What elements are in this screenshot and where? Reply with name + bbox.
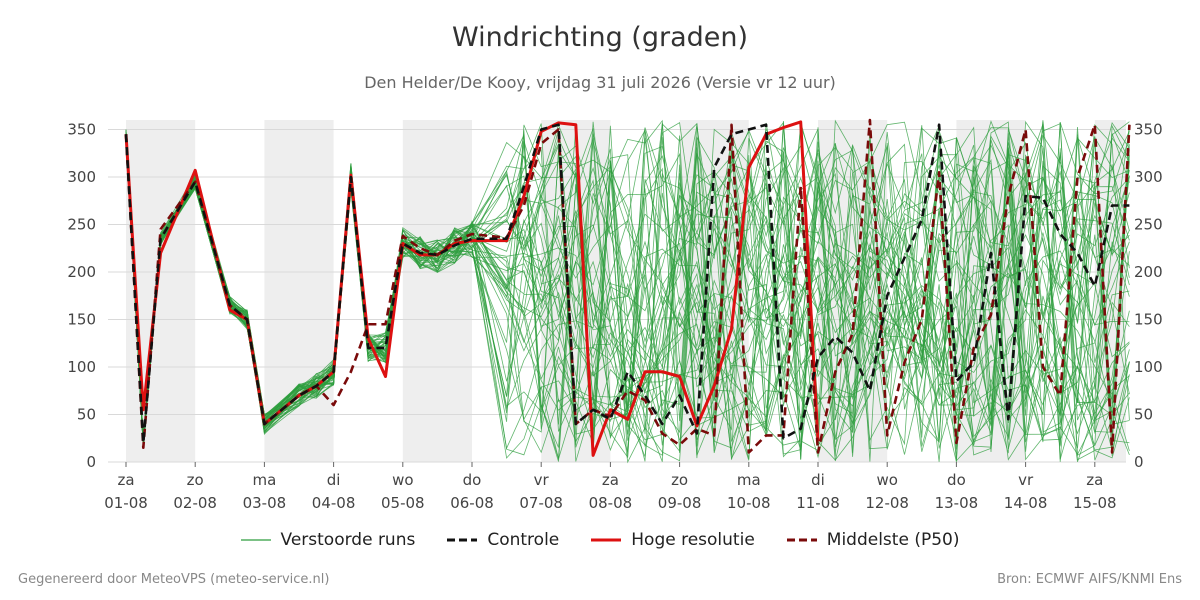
- legend-label-perturbed: Verstoorde runs: [280, 530, 416, 550]
- x-tick-day: zo: [187, 471, 204, 489]
- y-tick-label-right: 150: [1134, 311, 1163, 329]
- footer-source: Bron: ECMWF AIFS/KNMI Ens: [997, 572, 1182, 587]
- x-tick-day: ma: [252, 471, 276, 489]
- x-tick-day: za: [602, 471, 619, 489]
- legend-item-perturbed: Verstoorde runs: [240, 530, 416, 550]
- x-tick-date: 01-08: [104, 494, 148, 512]
- legend-item-control: Controle: [447, 530, 559, 550]
- x-tick-date: 08-08: [589, 494, 633, 512]
- legend: Verstoorde runs Controle Hoge resolutie …: [0, 530, 1200, 550]
- day-shade: [402, 120, 472, 462]
- ensemble-line: [125, 125, 1130, 451]
- x-axis: za 01-08 zo 02-08 ma 03-08 di 04-08 wo 05-08 do 06-…: [104, 462, 1117, 512]
- x-tick-day: vr: [1018, 471, 1034, 489]
- x-tick-date: 04-08: [312, 494, 356, 512]
- legend-swatch-median: [786, 538, 817, 542]
- y-tick-label-left: 250: [67, 216, 96, 234]
- y-tick-label-left: 150: [67, 311, 96, 329]
- legend-swatch-perturbed: [240, 539, 271, 541]
- x-tick-date: 07-08: [519, 494, 563, 512]
- legend-swatch-control: [447, 538, 478, 542]
- legend-swatch-highres: [591, 538, 622, 542]
- footer-generated-by: Gegenereerd door MeteoVPS (meteo-service…: [18, 572, 330, 587]
- y-tick-label-left: 300: [67, 168, 96, 186]
- x-tick-date: 05-08: [381, 494, 425, 512]
- ensemble-line: [125, 128, 1130, 462]
- y-tick-label-right: 0: [1134, 453, 1144, 471]
- x-tick-date: 12-08: [865, 494, 909, 512]
- x-tick-day: do: [947, 471, 966, 489]
- legend-item-highres: Hoge resolutie: [591, 530, 755, 550]
- y-tick-label-right: 200: [1134, 263, 1163, 281]
- y-tick-label-right: 250: [1134, 216, 1163, 234]
- x-tick-date: 15-08: [1073, 494, 1117, 512]
- x-tick-date: 09-08: [658, 494, 702, 512]
- y-axis-right: 0 50 100 150 200 250 300 350: [1134, 121, 1163, 472]
- series-line-controle: [124, 123, 1130, 445]
- y-tick-label-right: 300: [1134, 168, 1163, 186]
- y-tick-label-left: 0: [86, 453, 96, 471]
- x-tick-date: 02-08: [173, 494, 217, 512]
- x-tick-day: zo: [671, 471, 688, 489]
- legend-label-highres: Hoge resolutie: [631, 530, 755, 550]
- y-tick-label-left: 50: [77, 406, 96, 424]
- x-tick-day: wo: [876, 471, 897, 489]
- x-tick-day: vr: [534, 471, 550, 489]
- x-tick-day: do: [463, 471, 482, 489]
- x-tick-date: 13-08: [935, 494, 979, 512]
- x-tick-day: ma: [737, 471, 761, 489]
- y-tick-label-left: 100: [67, 358, 96, 376]
- series-line-middelste-p50-: [124, 118, 1131, 454]
- x-tick-date: 03-08: [243, 494, 287, 512]
- y-tick-label-right: 50: [1134, 406, 1153, 424]
- x-tick-day: za: [117, 471, 134, 489]
- chart-subtitle: Den Helder/De Kooy, vrijdag 31 juli 2026…: [364, 73, 836, 92]
- y-tick-label-right: 100: [1134, 358, 1163, 376]
- chart-title: Windrichting (graden): [451, 22, 749, 53]
- y-tick-label-right: 350: [1134, 121, 1163, 139]
- legend-label-median: Middelste (P50): [826, 530, 960, 550]
- x-tick-date: 14-08: [1004, 494, 1048, 512]
- main-series: [124, 118, 1131, 457]
- x-tick-day: di: [327, 471, 341, 489]
- legend-item-median: Middelste (P50): [786, 530, 960, 550]
- x-tick-day: za: [1086, 471, 1103, 489]
- x-tick-day: di: [811, 471, 825, 489]
- x-tick-date: 10-08: [727, 494, 771, 512]
- x-tick-date: 11-08: [796, 494, 840, 512]
- y-tick-label-left: 350: [67, 121, 96, 139]
- x-tick-date: 06-08: [450, 494, 494, 512]
- y-tick-label-left: 200: [67, 263, 96, 281]
- y-axis-left: 0 50 100 150 200 250 300 350: [67, 121, 96, 472]
- x-tick-day: wo: [392, 471, 413, 489]
- legend-label-control: Controle: [487, 530, 560, 550]
- ensemble-line: [125, 120, 1130, 448]
